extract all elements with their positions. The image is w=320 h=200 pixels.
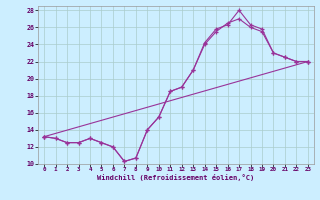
X-axis label: Windchill (Refroidissement éolien,°C): Windchill (Refroidissement éolien,°C) — [97, 174, 255, 181]
